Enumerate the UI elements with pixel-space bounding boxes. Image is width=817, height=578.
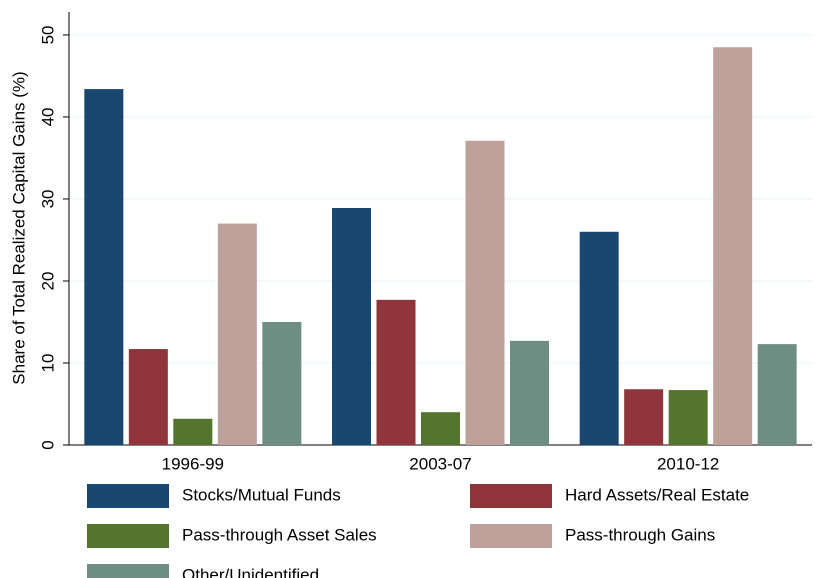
bar bbox=[668, 390, 708, 445]
bar bbox=[624, 389, 664, 445]
bar bbox=[757, 344, 797, 445]
y-axis-label: Share of Total Realized Capital Gains (%… bbox=[9, 71, 28, 384]
bar bbox=[465, 140, 505, 445]
y-tick-label: 0 bbox=[38, 440, 57, 449]
legend-label: Stocks/Mutual Funds bbox=[182, 485, 341, 504]
bar bbox=[579, 231, 619, 445]
bar bbox=[128, 349, 168, 445]
legend-label: Pass-through Asset Sales bbox=[182, 525, 377, 544]
y-tick-label: 40 bbox=[38, 108, 57, 127]
y-tick-label: 30 bbox=[38, 190, 57, 209]
bar bbox=[421, 412, 460, 445]
x-tick-label: 1996-99 bbox=[162, 454, 224, 473]
bar bbox=[332, 207, 371, 445]
legend-label: Other/Unidentified bbox=[182, 565, 319, 578]
bar bbox=[84, 89, 124, 445]
y-tick-label: 50 bbox=[38, 26, 57, 45]
y-tick-label: 20 bbox=[38, 272, 57, 291]
legend-swatch bbox=[470, 484, 552, 508]
bar bbox=[713, 47, 753, 446]
bar bbox=[376, 299, 416, 445]
legend-swatch bbox=[87, 524, 169, 548]
legend-swatch bbox=[87, 484, 169, 508]
bar bbox=[217, 223, 257, 445]
x-tick-label: 2003-07 bbox=[409, 454, 471, 473]
x-tick-label: 2010-12 bbox=[657, 454, 719, 473]
legend-swatch bbox=[470, 524, 552, 548]
y-tick-label: 10 bbox=[38, 354, 57, 373]
bar bbox=[173, 418, 213, 445]
legend-label: Pass-through Gains bbox=[565, 525, 715, 544]
legend-swatch bbox=[87, 564, 169, 578]
bar bbox=[262, 321, 302, 445]
legend-label: Hard Assets/Real Estate bbox=[565, 485, 749, 504]
bar bbox=[510, 340, 549, 445]
